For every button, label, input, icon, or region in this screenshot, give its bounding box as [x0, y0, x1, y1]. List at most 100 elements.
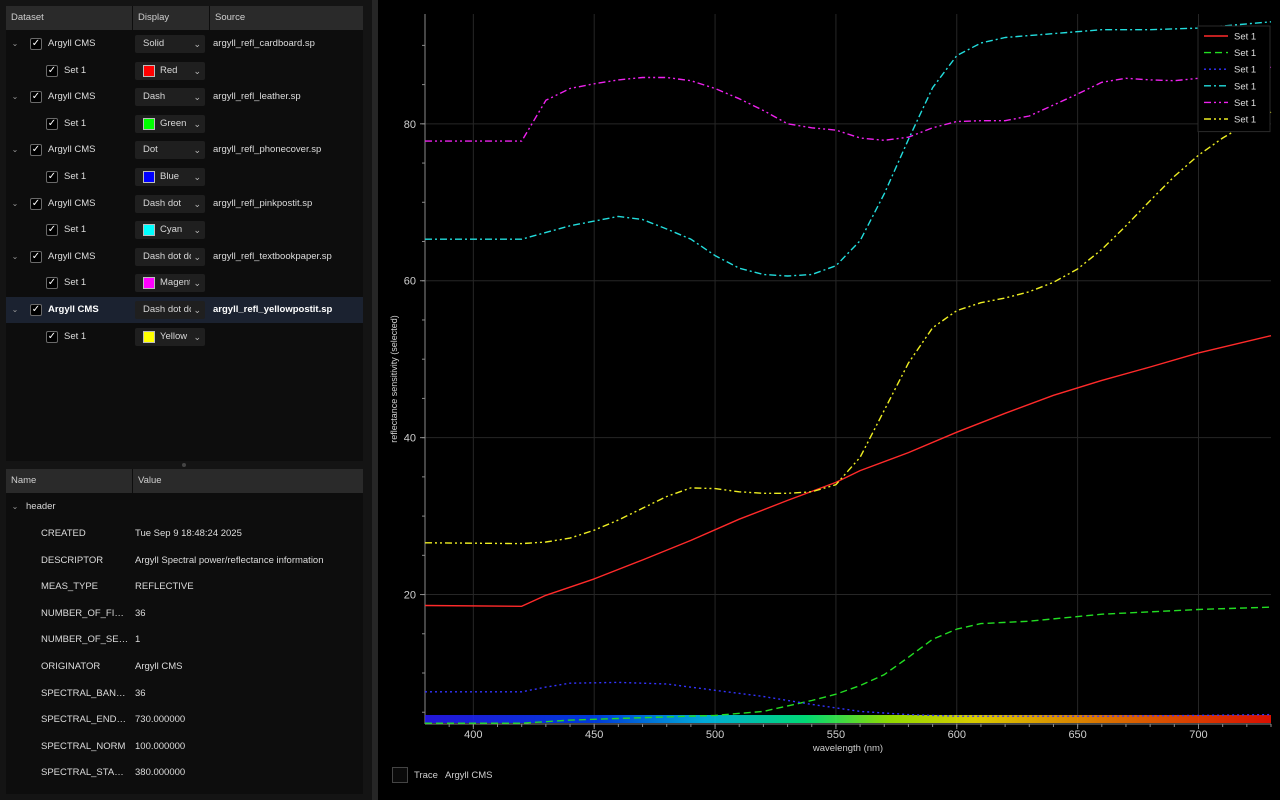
expand-arrow-icon[interactable]: ⌄ — [11, 305, 19, 314]
properties-tree[interactable]: Name Value ⌄ header CREATED Tue Sep 9 18… — [6, 469, 363, 794]
dataset-row[interactable]: ⌄ ✓ Argyll CMS Dash dot ⌄ argyll_refl_pi… — [6, 191, 363, 217]
properties-group-row[interactable]: ⌄ header — [6, 494, 363, 520]
property-name: NUMBER_OF_FIELDS — [41, 607, 129, 619]
property-row[interactable]: SPECTRAL_END_NM 730.000000 — [6, 707, 363, 733]
line-style-select[interactable]: Solid ⌄ — [135, 35, 205, 53]
property-value: Tue Sep 9 18:48:24 2025 — [135, 528, 242, 539]
series-line-2[interactable] — [425, 606, 1272, 724]
column-header-dataset[interactable]: Dataset — [11, 12, 44, 23]
set-row[interactable]: ✓ Set 1 Magenta ⌄ — [6, 270, 363, 296]
dataset-checkbox[interactable]: ✓ — [30, 197, 42, 210]
set-checkbox[interactable]: ✓ — [46, 277, 58, 290]
column-header-source[interactable]: Source — [215, 12, 246, 23]
x-tick-label: 500 — [706, 729, 724, 741]
expand-arrow-icon[interactable]: ⌄ — [11, 145, 19, 155]
dataset-row[interactable]: ⌄ ✓ Argyll CMS Dash ⌄ argyll_refl_leathe… — [6, 84, 363, 110]
expand-arrow-icon[interactable]: ⌄ — [11, 92, 19, 102]
dataset-checkbox[interactable]: ✓ — [30, 91, 42, 104]
series-line-3[interactable] — [425, 681, 1272, 717]
set-row[interactable]: ✓ Set 1 Green ⌄ — [6, 111, 363, 137]
dataset-tree[interactable]: Dataset Display Source ⌄ ✓ Argyll CMS So… — [6, 6, 363, 461]
spectral-chart[interactable]: 400 450 500 550 600 650 700 20 40 60 80 wavelength … — [378, 0, 1280, 800]
color-value: Yellow — [160, 330, 188, 342]
column-header-display[interactable]: Display — [138, 12, 170, 23]
dataset-source: argyll_refl_phonecover.sp — [213, 144, 322, 156]
property-row[interactable]: SPECTRAL_NORM 100.000000 — [6, 734, 363, 760]
line-style-select[interactable]: Dot ⌄ — [135, 141, 205, 160]
set-checkbox[interactable]: ✓ — [46, 224, 58, 237]
dataset-label: Argyll CMS — [48, 144, 96, 156]
trace-checkbox[interactable] — [392, 767, 408, 783]
dataset-row[interactable]: ⌄ ✓ Argyll CMS Solid ⌄ argyll_refl_cardb… — [6, 31, 363, 57]
color-select[interactable]: Cyan ⌄ — [135, 221, 205, 240]
property-row[interactable]: NUMBER_OF_FIELDS 36 — [6, 601, 363, 627]
color-select[interactable]: Blue ⌄ — [135, 168, 205, 186]
color-select[interactable]: Green ⌄ — [135, 114, 205, 133]
series-line-5[interactable] — [425, 66, 1272, 142]
line-style-value: Dash — [143, 91, 166, 103]
dataset-source: argyll_refl_textbookpaper.sp — [213, 250, 332, 262]
panel-splitter[interactable] — [372, 0, 378, 800]
property-name: SPECTRAL_NORM — [41, 740, 126, 752]
left-panel: Dataset Display Source ⌄ ✓ Argyll CMS So… — [0, 0, 372, 800]
set-checkbox[interactable]: ✓ — [46, 171, 58, 183]
property-row[interactable]: SPECTRAL_START_NM 380.000000 — [6, 760, 363, 786]
expand-arrow-icon[interactable]: ⌄ — [11, 502, 19, 511]
property-name: SPECTRAL_BANDS — [41, 687, 129, 699]
set-row[interactable]: ✓ Set 1 Yellow ⌄ — [6, 324, 363, 350]
property-row[interactable]: SPECTRAL_BANDS 36 — [6, 681, 363, 707]
set-row[interactable]: ✓ Set 1 Blue ⌄ — [6, 164, 363, 190]
x-tick-label: 600 — [948, 729, 966, 741]
color-select[interactable]: Magenta ⌄ — [135, 274, 205, 293]
series-line-4[interactable] — [425, 21, 1272, 277]
dataset-checkbox[interactable]: ✓ — [30, 144, 42, 157]
chevron-down-icon: ⌄ — [193, 225, 201, 236]
legend-label: Set 1 — [1234, 65, 1256, 76]
line-style-value: Dash dot dot — [143, 304, 191, 315]
set-row[interactable]: ✓ Set 1 Red ⌄ — [6, 58, 363, 84]
property-row[interactable]: DESCRIPTOR Argyll Spectral power/reflect… — [6, 548, 363, 574]
properties-group-label: header — [26, 501, 56, 512]
dataset-checkbox[interactable]: ✓ — [30, 250, 42, 263]
line-style-select[interactable]: Dash ⌄ — [135, 88, 205, 107]
spectrum-bar — [425, 715, 1271, 723]
set-checkbox[interactable]: ✓ — [46, 330, 58, 343]
property-name: DESCRIPTOR — [41, 554, 104, 566]
color-select[interactable]: Red ⌄ — [135, 61, 205, 80]
chevron-down-icon: ⌄ — [193, 278, 201, 289]
dataset-checkbox[interactable]: ✓ — [30, 304, 42, 316]
color-value: Magenta — [160, 277, 190, 289]
chevron-down-icon: ⌄ — [193, 145, 201, 156]
expand-arrow-icon[interactable]: ⌄ — [11, 39, 19, 48]
property-name: ORIGINATOR — [41, 661, 101, 672]
legend-label: Set 1 — [1234, 48, 1256, 59]
chevron-down-icon: ⌄ — [193, 331, 201, 342]
line-style-select[interactable]: Dash dot dot ⌄ — [135, 247, 205, 266]
property-row[interactable]: CREATED Tue Sep 9 18:48:24 2025 — [6, 521, 363, 547]
series-line-1[interactable] — [424, 335, 1272, 607]
property-row[interactable]: ORIGINATOR Argyll CMS — [6, 654, 363, 680]
x-tick-label: 650 — [1068, 729, 1086, 741]
set-checkbox[interactable]: ✓ — [46, 64, 58, 77]
plot-area[interactable]: 400 450 500 550 600 650 700 20 40 60 80 wavelength … — [378, 0, 1280, 800]
panel-resize-handle[interactable] — [182, 463, 186, 467]
dataset-row[interactable]: ⌄ ✓ Argyll CMS Dash dot dot ⌄ argyll_ref… — [6, 297, 363, 323]
series-line-6[interactable] — [424, 111, 1272, 545]
column-header-name[interactable]: Name — [11, 475, 37, 486]
x-tick-label: 450 — [585, 729, 603, 741]
column-header-value[interactable]: Value — [138, 475, 162, 486]
property-row[interactable]: MEAS_TYPE REFLECTIVE — [6, 574, 363, 600]
chevron-down-icon: ⌄ — [193, 251, 201, 262]
expand-arrow-icon[interactable]: ⌄ — [11, 251, 19, 261]
dataset-row[interactable]: ⌄ ✓ Argyll CMS Dot ⌄ argyll_refl_phoneco… — [6, 137, 363, 163]
line-style-select[interactable]: Dash dot ⌄ — [135, 194, 205, 213]
set-checkbox[interactable]: ✓ — [46, 117, 58, 130]
color-select[interactable]: Yellow ⌄ — [135, 327, 205, 346]
line-style-select[interactable]: Dash dot dot ⌄ — [135, 301, 205, 319]
property-value: REFLECTIVE — [135, 581, 194, 593]
expand-arrow-icon[interactable]: ⌄ — [11, 198, 19, 208]
dataset-checkbox[interactable]: ✓ — [30, 38, 42, 50]
property-row[interactable]: NUMBER_OF_SETS 1 — [6, 627, 363, 653]
dataset-row[interactable]: ⌄ ✓ Argyll CMS Dash dot dot ⌄ argyll_ref… — [6, 244, 363, 270]
set-row[interactable]: ✓ Set 1 Cyan ⌄ — [6, 217, 363, 243]
